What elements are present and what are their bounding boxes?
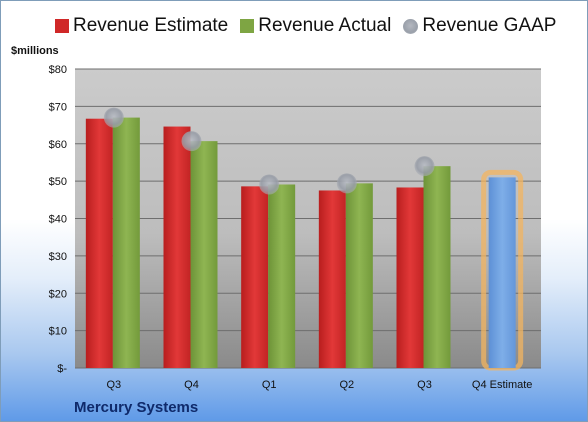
y-tick-label: $60 [49,139,67,151]
bar-revenue-estimate [241,186,269,368]
legend-swatch-revenue-actual [240,19,255,33]
x-tick-labels: Q3 Q4 Q1 Q2 Q3 Q4 Estimate [106,379,532,391]
grid-lines [75,68,541,369]
x-tick-label: Q2 [339,379,354,391]
point-revenue-gaap [181,131,202,152]
company-name: Mercury Systems [74,399,199,416]
legend-label-revenue-actual: Revenue Actual [258,15,392,36]
bar-revenue-estimate [85,118,113,369]
y-axis-units-label: $millions [11,45,59,57]
bar-revenue-estimate [163,126,191,369]
x-tick-label: Q1 [262,379,277,391]
y-tick-label: $- [57,363,67,375]
bar-revenue-estimate [318,190,346,368]
x-tick-label: Q3 [106,379,121,391]
bar-revenue-actual [423,166,451,368]
point-revenue-gaap [103,107,124,128]
x-tick-label: Q4 Estimate [472,379,533,391]
x-tick-label: Q3 [417,379,432,391]
legend-swatch-revenue-gaap [403,18,419,34]
y-tick-labels: $- $10 $20 $30 $40 $50 $60 $70 $80 [49,64,68,375]
legend-label-revenue-gaap: Revenue GAAP [422,15,557,36]
y-tick-label: $20 [49,288,67,300]
point-revenue-gaap [336,173,357,194]
legend-swatch-revenue-estimate [55,19,69,33]
point-revenue-gaap [414,156,435,177]
y-tick-label: $50 [49,176,67,188]
point-revenue-gaap [259,174,280,195]
bar-revenue-estimate [396,187,424,368]
x-tick-label: Q4 [184,379,199,391]
bar-q4-estimate [488,177,516,368]
bar-revenue-actual [268,184,296,368]
y-tick-label: $40 [49,214,67,226]
bar-revenue-actual [112,117,140,369]
bars-layer [85,117,524,371]
gaap-points-layer [103,107,435,195]
bar-revenue-actual [345,183,373,368]
y-tick-label: $30 [49,251,67,263]
legend-item-revenue-estimate: Revenue Estimate [55,15,228,37]
legend-item-revenue-actual: Revenue Actual [240,15,391,37]
bar-revenue-actual [190,141,218,368]
y-tick-label: $10 [49,326,67,338]
legend-label-revenue-estimate: Revenue Estimate [73,15,229,36]
chart-legend: Revenue Estimate Revenue Actual Revenue … [55,15,568,37]
legend-item-revenue-gaap: Revenue GAAP [403,15,556,37]
y-tick-label: $70 [49,101,67,113]
y-tick-label: $80 [49,64,67,76]
